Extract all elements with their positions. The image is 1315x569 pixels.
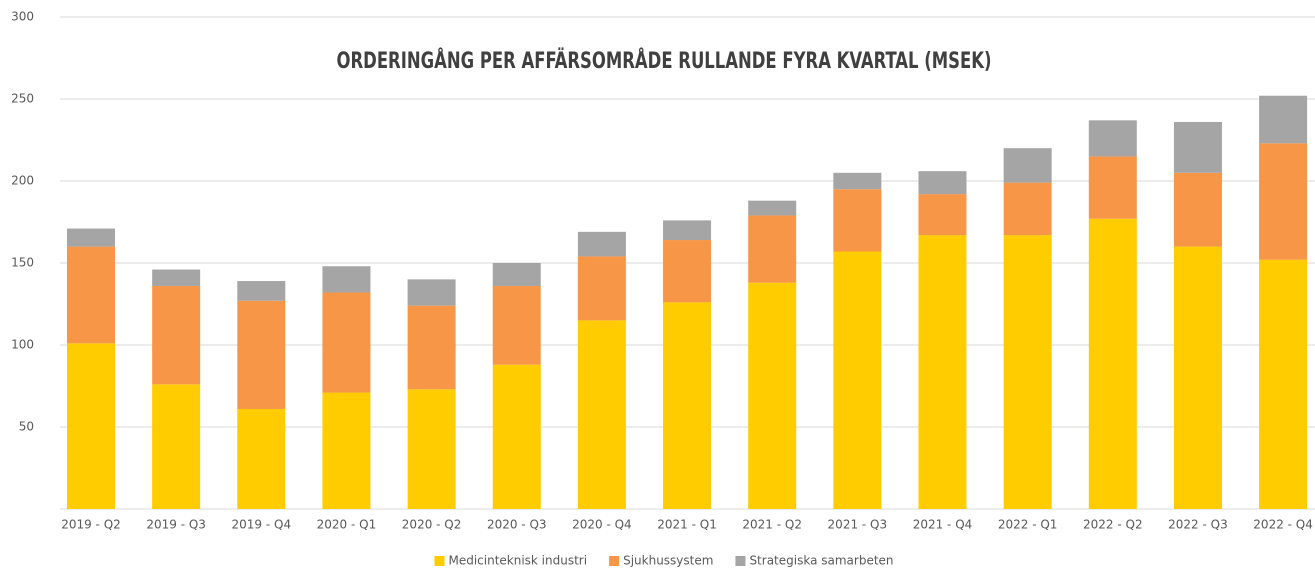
bar-segment	[748, 215, 797, 283]
x-tick-label: 2021 - Q4	[913, 518, 973, 532]
bar-segment	[1003, 182, 1052, 236]
x-tick-label: 2021 - Q1	[657, 518, 717, 532]
bar-segment	[407, 389, 456, 509]
bar-segment	[1173, 172, 1222, 247]
bar-segment	[918, 194, 967, 236]
y-tick-label: 100	[11, 338, 34, 352]
x-tick-label: 2022 - Q3	[1168, 518, 1228, 532]
x-tick-label: 2021 - Q2	[742, 518, 802, 532]
x-tick-label: 2020 - Q2	[402, 518, 462, 532]
bar-segment	[833, 251, 882, 509]
x-tick-label: 2022 - Q4	[1253, 518, 1313, 532]
bar-segment	[67, 246, 115, 344]
x-tick-label: 2019 - Q3	[146, 518, 206, 532]
bar-segment	[577, 256, 626, 321]
bar-segment	[152, 285, 201, 385]
bar-segment	[237, 300, 286, 409]
bar-segment	[663, 302, 712, 509]
legend-swatch	[434, 556, 445, 566]
bar-segment	[1173, 121, 1222, 173]
y-tick-label: 50	[19, 420, 34, 434]
x-tick-label: 2020 - Q4	[572, 518, 632, 532]
legend-swatch	[609, 556, 620, 566]
y-tick-label: 250	[11, 92, 34, 106]
bar-segment	[1173, 246, 1222, 509]
bar-segment	[1088, 120, 1137, 157]
bar-segment	[492, 364, 541, 509]
legend-label: Sjukhussystem	[623, 554, 713, 568]
bar-segment	[1259, 95, 1308, 144]
bar-segment	[1259, 259, 1308, 509]
bar-segment	[918, 235, 967, 509]
x-tick-label: 2022 - Q2	[1083, 518, 1143, 532]
bar-segment	[237, 408, 286, 509]
bar-segment	[1088, 218, 1137, 509]
bar-segment	[663, 220, 712, 241]
bar-segment	[833, 172, 882, 190]
legend-swatch	[735, 556, 746, 566]
bar-segment	[67, 343, 115, 509]
bar-segment	[577, 231, 626, 257]
bar-segment	[322, 292, 371, 393]
legend-label: Strategiska samarbeten	[749, 554, 893, 568]
bar-segment	[663, 240, 712, 303]
bar-segment	[492, 263, 541, 286]
x-tick-label: 2019 - Q4	[232, 518, 292, 532]
y-tick-label: 300	[11, 10, 34, 24]
legend-label: Medicinteknisk industri	[448, 554, 587, 568]
bar-segment	[152, 384, 201, 509]
bar-segment	[1259, 143, 1308, 260]
bar-segment	[1088, 156, 1137, 219]
bar-segment	[1003, 148, 1052, 183]
x-tick-label: 2022 - Q1	[998, 518, 1058, 532]
chart-title: ORDERINGÅNG PER AFFÄRSOMRÅDE RULLANDE FY…	[337, 48, 992, 74]
x-tick-label: 2020 - Q3	[487, 518, 547, 532]
bar-segment	[1003, 235, 1052, 509]
bar-segment	[577, 320, 626, 509]
bar-segment	[748, 282, 797, 509]
bar-segment	[322, 266, 371, 293]
bar-segment	[833, 189, 882, 252]
bar-segment	[748, 200, 797, 216]
x-tick-label: 2021 - Q3	[828, 518, 888, 532]
y-tick-label: 200	[11, 174, 34, 188]
bar-segment	[407, 305, 456, 390]
x-tick-label: 2019 - Q2	[61, 518, 121, 532]
bar-segment	[322, 392, 371, 509]
bar-segment	[918, 171, 967, 195]
bar-segment	[407, 279, 456, 306]
bar-segment	[152, 269, 201, 286]
x-tick-label: 2020 - Q1	[317, 518, 377, 532]
bar-segment	[492, 285, 541, 365]
bar-segment	[67, 228, 115, 247]
bar-segment	[237, 281, 286, 301]
y-tick-label: 150	[11, 256, 34, 270]
